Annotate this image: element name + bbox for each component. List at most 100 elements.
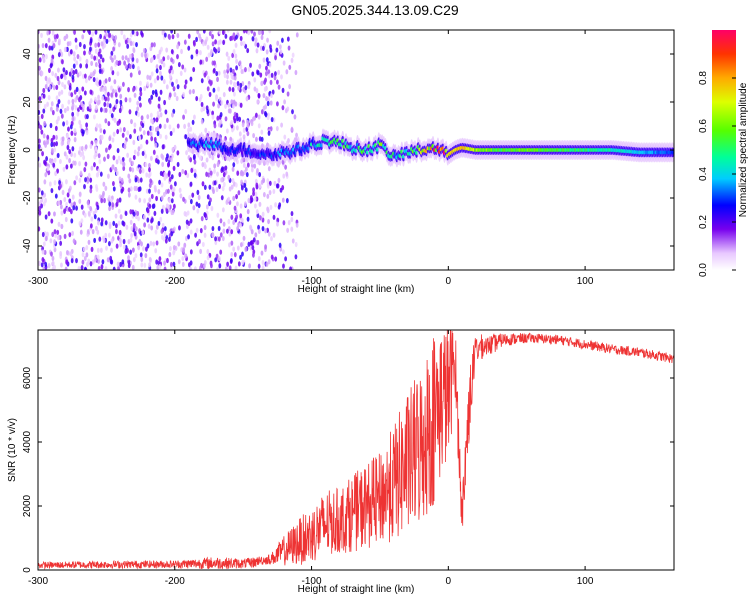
spectrogram-cell (107, 173, 110, 179)
spectrogram-cell (163, 99, 166, 106)
spectrogram-cell (132, 222, 136, 229)
spectrogram-cell (63, 196, 67, 203)
spectrogram-cell (208, 184, 212, 190)
spectrogram-cell (261, 265, 265, 270)
spectrogram-cell (89, 177, 93, 183)
spectrogram-cell (164, 238, 168, 244)
spectrogram-cell (138, 126, 142, 132)
spectrogram-cell (71, 230, 74, 236)
spectrogram-cell (63, 75, 67, 81)
spectrogram-cell (102, 38, 106, 45)
spectrogram-cell (137, 186, 141, 192)
spectrogram-cell (86, 113, 89, 120)
spectrogram-cell (175, 95, 179, 102)
spectrogram-cell (137, 66, 140, 72)
spectrogram-cell (187, 45, 191, 51)
spectrogram-cell (177, 61, 181, 68)
spectrogram-cell (51, 70, 55, 77)
spectrogram-cell (95, 172, 99, 178)
spectrogram-cell (215, 95, 218, 102)
spectrogram-cell (218, 256, 221, 262)
spectrogram-cell (209, 80, 213, 86)
spectrogram-cell (95, 80, 99, 86)
spectrogram-cell (84, 267, 88, 270)
spectrogram-cell (217, 70, 221, 76)
spectrogram-cell (95, 186, 99, 192)
spectrogram-cell (122, 126, 126, 133)
spectrogram-cell (282, 263, 285, 269)
spectrogram-cell (119, 242, 123, 248)
spectrogram-cell (219, 249, 223, 255)
spectrogram-cell (110, 238, 114, 244)
spectrogram-cell (61, 136, 65, 142)
spectrogram-cell (196, 189, 200, 195)
y-tick-label: 2000 (22, 494, 33, 517)
spectrogram-cell (59, 250, 63, 257)
spectrogram-cell (63, 151, 67, 157)
spectrogram-cell (204, 39, 208, 45)
spectrogram-cell (110, 92, 114, 98)
spectrogram-cell (108, 241, 111, 247)
spectrogram-cell (62, 166, 66, 172)
spectrogram-cell (108, 32, 112, 39)
spectrogram-cell (63, 233, 67, 239)
spectrogram-cell (160, 182, 164, 188)
spectrogram-cell (114, 167, 118, 173)
spectrogram-cell (52, 141, 56, 147)
spectrogram-cell (186, 210, 190, 216)
spectrogram-cell (118, 237, 122, 244)
spectrogram-cell (42, 266, 46, 270)
spectrogram-cell (100, 41, 104, 47)
spectrogram-cell (44, 43, 48, 49)
spectrogram-cell (128, 109, 132, 115)
spectrogram-cell (171, 147, 175, 153)
spectrogram-cell (211, 231, 215, 238)
spectrogram-cell (53, 147, 56, 153)
spectrogram-cell (106, 102, 110, 108)
spectrogram-cell (211, 41, 215, 47)
spectrogram-cell (261, 259, 265, 266)
spectrogram-cell (97, 168, 101, 174)
spectrogram-cell (217, 103, 221, 109)
spectrogram-cell (147, 173, 151, 179)
spectrogram-cell (97, 42, 101, 48)
spectrogram-cell (92, 70, 96, 77)
spectrogram-cell (247, 30, 251, 36)
spectrogram-cell (201, 162, 205, 168)
spectrogram-cell (269, 204, 273, 210)
spectrogram-cell (160, 58, 164, 65)
spectrogram-cell (116, 198, 120, 204)
spectrogram-cell (71, 194, 75, 200)
spectrogram-cell (91, 229, 95, 235)
spectrogram-cell (87, 210, 91, 217)
spectrogram-cell (43, 249, 47, 256)
spectrogram-cell (124, 39, 128, 45)
spectrogram-cell (157, 220, 161, 227)
snr-x-axis-label: Height of straight line (km) (298, 584, 415, 595)
spectrogram-cell (42, 201, 46, 207)
spectrogram-cell (281, 197, 285, 203)
spectrogram-cell (239, 213, 243, 219)
spectrogram-cell (122, 238, 126, 245)
spectrogram-cell (78, 220, 82, 227)
x-tick-label: 100 (577, 276, 594, 287)
spectrogram-cell (41, 54, 45, 60)
spectrogram-cell (236, 245, 240, 251)
spectrogram-cell (234, 53, 238, 59)
spectrogram-cell (184, 79, 188, 85)
spectrogram-cell (128, 97, 132, 103)
spectrogram-cell (70, 130, 74, 136)
spectrogram-cell (199, 228, 203, 234)
spectrogram-cell (270, 116, 274, 123)
spectrogram-cell (121, 156, 125, 163)
spectrogram-cell (133, 231, 137, 237)
spectrogram-cell (148, 256, 152, 263)
spectrogram-cell (58, 38, 61, 44)
spectrogram-x-ticks: -300 -200 -100 0 100 (28, 30, 594, 287)
spectrogram-cell (282, 60, 286, 66)
spectrogram-cell (254, 112, 258, 118)
spectrogram-cell (150, 225, 154, 231)
spectrogram-cell (170, 157, 173, 163)
spectrogram-cell (136, 106, 140, 112)
spectrogram-cell (76, 111, 80, 117)
